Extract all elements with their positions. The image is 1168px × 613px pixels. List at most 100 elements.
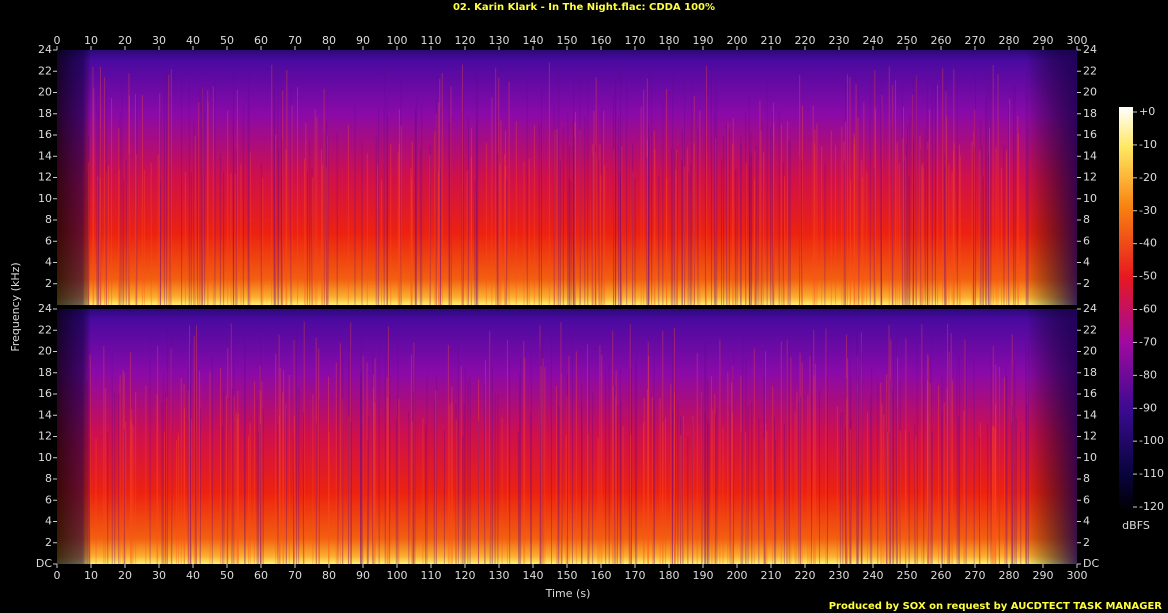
x-tick-label: 140 (523, 34, 544, 47)
y-tick-label: 12 (38, 430, 52, 443)
colorbar-tick-label: +0 (1139, 105, 1155, 118)
colorbar-tick-label: -70 (1139, 335, 1157, 348)
colorbar-tick-label: -20 (1139, 171, 1157, 184)
x-tick-label: 170 (625, 34, 646, 47)
colorbar-tick-label: -10 (1139, 138, 1157, 151)
x-tick-label: 270 (965, 569, 986, 582)
x-tick-label: 120 (455, 34, 476, 47)
y-tick-label: 24 (38, 43, 52, 56)
y-tick-label: 22 (38, 64, 52, 77)
y-tick-label: 20 (38, 345, 52, 358)
x-tick-label: 150 (557, 569, 578, 582)
x-tick-label: 280 (999, 569, 1020, 582)
y-tick-label: 24 (1083, 302, 1097, 315)
x-tick-label: 180 (659, 34, 680, 47)
y-tick-label: 24 (1083, 43, 1097, 56)
y-tick-label: 14 (1083, 408, 1097, 421)
colorbar-tick-label: -60 (1139, 303, 1157, 316)
y-tick-label: 6 (1083, 493, 1090, 506)
x-axis-label: Time (s) (545, 587, 591, 600)
y-tick-label: 2 (1083, 536, 1090, 549)
y-tick-label: 22 (1083, 64, 1097, 77)
x-tick-label: 60 (254, 569, 268, 582)
x-tick-label: 160 (591, 34, 612, 47)
x-tick-label: 220 (795, 569, 816, 582)
x-tick-label: 90 (356, 34, 370, 47)
y-tick-label: 2 (45, 277, 52, 290)
y-tick-label: 6 (45, 493, 52, 506)
x-tick-label: 120 (455, 569, 476, 582)
y-tick-label: 18 (38, 366, 52, 379)
x-tick-label: 150 (557, 34, 578, 47)
y-tick-label: 22 (1083, 323, 1097, 336)
x-tick-label: 280 (999, 34, 1020, 47)
footer: Produced by SOX on request by AUCDTECT T… (829, 601, 1163, 612)
x-tick-label: 210 (761, 34, 782, 47)
x-tick-label: 260 (931, 569, 952, 582)
x-tick-label: 230 (829, 569, 850, 582)
y-tick-label: 10 (38, 192, 52, 205)
y-tick-label: 6 (1083, 234, 1090, 247)
y-tick-label: 14 (1083, 149, 1097, 162)
y-tick-label: DC (1083, 557, 1099, 570)
y-tick-label: 4 (45, 256, 52, 269)
y-tick-label: 14 (38, 149, 52, 162)
y-tick-label: 2 (45, 536, 52, 549)
colorbar-label: dBFS (1122, 519, 1150, 532)
x-tick-label: 70 (288, 34, 302, 47)
y-tick-label: 22 (38, 323, 52, 336)
x-tick-label: 30 (152, 569, 166, 582)
colorbar-tick-label: -120 (1139, 500, 1164, 513)
x-tick-label: 260 (931, 34, 952, 47)
colorbar-tick-label: -30 (1139, 204, 1157, 217)
y-tick-label: 8 (1083, 213, 1090, 226)
x-tick-label: 300 (1067, 34, 1088, 47)
x-tick-label: 0 (54, 34, 61, 47)
y-tick-label: 10 (1083, 451, 1097, 464)
x-tick-label: 140 (523, 569, 544, 582)
colorbar (1119, 107, 1133, 512)
y-tick-label: 20 (1083, 345, 1097, 358)
x-tick-label: 290 (1033, 569, 1054, 582)
x-tick-label: 250 (897, 34, 918, 47)
chart-title: 02. Karin Klark - In The Night.flac: CDD… (453, 2, 715, 13)
x-tick-label: 100 (387, 569, 408, 582)
x-tick-label: 20 (118, 34, 132, 47)
y-tick-label: 8 (45, 472, 52, 485)
x-tick-label: 0 (54, 569, 61, 582)
y-tick-label: 10 (1083, 192, 1097, 205)
y-tick-label: 12 (1083, 430, 1097, 443)
y-tick-label: 14 (38, 408, 52, 421)
x-tick-label: 40 (186, 34, 200, 47)
y-tick-label: 16 (38, 387, 52, 400)
x-tick-label: 300 (1067, 569, 1088, 582)
x-tick-label: 200 (727, 34, 748, 47)
y-tick-label: 20 (38, 86, 52, 99)
edge-fade (57, 309, 1077, 564)
x-tick-label: 90 (356, 569, 370, 582)
x-tick-label: 130 (489, 569, 510, 582)
x-tick-label: 30 (152, 34, 166, 47)
edge-fade (57, 50, 1077, 305)
x-tick-label: 110 (421, 569, 442, 582)
x-tick-label: 80 (322, 34, 336, 47)
colorbar-tick-label: -40 (1139, 237, 1157, 250)
x-tick-label: 50 (220, 34, 234, 47)
y-tick-label: 16 (1083, 128, 1097, 141)
x-tick-label: 10 (84, 569, 98, 582)
x-tick-label: 290 (1033, 34, 1054, 47)
y-tick-label: 18 (38, 107, 52, 120)
x-tick-label: 60 (254, 34, 268, 47)
y-tick-label: 8 (1083, 472, 1090, 485)
y-tick-label: 16 (38, 128, 52, 141)
y-tick-label: 2 (1083, 277, 1090, 290)
y-tick-label: DC (36, 557, 52, 570)
x-tick-label: 160 (591, 569, 612, 582)
x-tick-label: 170 (625, 569, 646, 582)
y-tick-label: 18 (1083, 107, 1097, 120)
y-tick-label: 4 (1083, 256, 1090, 269)
y-tick-label: 18 (1083, 366, 1097, 379)
x-tick-label: 20 (118, 569, 132, 582)
x-tick-label: 70 (288, 569, 302, 582)
